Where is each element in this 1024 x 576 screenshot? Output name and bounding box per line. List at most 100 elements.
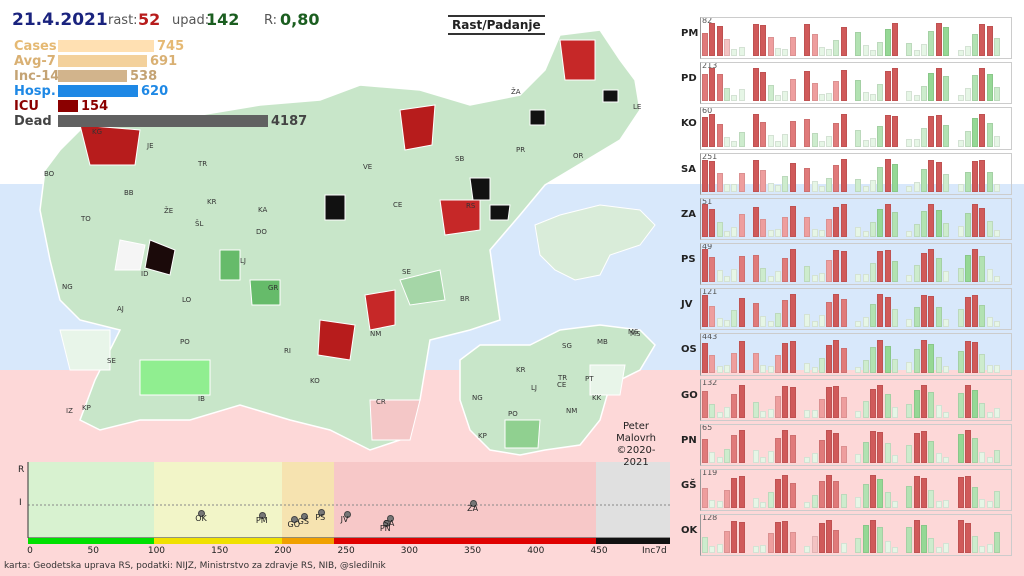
region-chart-frame bbox=[700, 197, 1012, 240]
region-bar bbox=[804, 314, 811, 328]
stat-label-dead: Dead bbox=[14, 114, 52, 129]
region-bar bbox=[921, 44, 927, 57]
region-bar bbox=[979, 113, 986, 147]
map-label: ŽE bbox=[164, 207, 174, 215]
region-bar bbox=[964, 430, 971, 463]
region-bar bbox=[818, 481, 825, 509]
region-bar bbox=[702, 74, 708, 102]
bottom-x-tick: 250 bbox=[337, 546, 355, 556]
region-bar bbox=[833, 433, 840, 463]
region-bar bbox=[906, 486, 913, 509]
region-bar bbox=[884, 29, 891, 57]
region-bar bbox=[877, 479, 884, 509]
region-bar bbox=[811, 83, 818, 102]
region-bar bbox=[782, 133, 789, 147]
region-bar bbox=[869, 263, 876, 283]
region-bar bbox=[723, 364, 730, 373]
region-label-8: GO bbox=[681, 389, 698, 401]
region-bar bbox=[760, 72, 767, 102]
region-bar bbox=[840, 543, 847, 554]
region-bar bbox=[928, 490, 935, 509]
region-bar bbox=[782, 475, 789, 509]
map-label: SE bbox=[107, 357, 116, 365]
date-label: 21.4.2021 bbox=[12, 10, 108, 30]
region-bar bbox=[979, 159, 986, 192]
region-bar bbox=[877, 432, 884, 463]
rast-padanje-toggle[interactable]: Rast/Padanje bbox=[448, 15, 545, 35]
region-bar bbox=[760, 457, 767, 463]
region-bar bbox=[738, 476, 745, 509]
region-bar bbox=[767, 134, 774, 147]
region-bar bbox=[994, 321, 1000, 328]
region-bar bbox=[789, 435, 796, 463]
region-bar bbox=[855, 274, 862, 283]
region-bar bbox=[869, 475, 876, 509]
region-bar bbox=[709, 500, 716, 509]
region-bar bbox=[826, 135, 833, 147]
region-bar bbox=[869, 388, 876, 418]
region-bar bbox=[716, 270, 723, 283]
region-bar bbox=[935, 404, 942, 418]
region-bar bbox=[826, 219, 833, 237]
region-bar bbox=[833, 81, 840, 102]
region-bar bbox=[942, 365, 949, 373]
bottom-point bbox=[470, 500, 478, 507]
region-bar bbox=[811, 180, 818, 192]
region-bar bbox=[702, 342, 708, 373]
region-chart-frame bbox=[700, 288, 1012, 331]
region-bar bbox=[818, 273, 825, 283]
region-bar bbox=[826, 260, 833, 283]
region-bar bbox=[994, 230, 1000, 237]
region-bar bbox=[731, 140, 738, 147]
region-bar bbox=[731, 310, 738, 328]
region-bar bbox=[891, 501, 898, 509]
region-bar bbox=[775, 354, 781, 373]
region-bar bbox=[811, 34, 818, 57]
region-bar bbox=[789, 162, 796, 192]
region-bar bbox=[964, 384, 971, 418]
region-bar bbox=[935, 307, 942, 328]
map-label: NM bbox=[370, 330, 382, 338]
region-bar bbox=[862, 274, 869, 283]
region-bar bbox=[789, 294, 796, 328]
region-bar bbox=[928, 73, 935, 102]
map-label: BR bbox=[460, 295, 470, 303]
inset-map-label: SG bbox=[562, 342, 572, 350]
map-label: KP bbox=[82, 404, 91, 412]
bottom-point-label: GŠ bbox=[297, 517, 309, 526]
region-bar bbox=[753, 255, 760, 283]
region-bar bbox=[716, 457, 723, 463]
region-label-5: PS bbox=[681, 254, 696, 265]
map-label: AJ bbox=[117, 305, 124, 313]
region-bar bbox=[723, 88, 730, 102]
bottom-x-tick: 300 bbox=[400, 546, 418, 556]
region-bar bbox=[957, 183, 964, 192]
region-label-9: PN bbox=[681, 434, 697, 446]
region-bar bbox=[921, 253, 927, 283]
map-label: LJ bbox=[240, 257, 246, 265]
region-max-7: 443 bbox=[702, 332, 718, 342]
region-bar bbox=[731, 95, 738, 102]
region-bar bbox=[840, 347, 847, 373]
region-bar bbox=[833, 294, 840, 328]
region-bar bbox=[855, 410, 862, 418]
region-bar bbox=[935, 161, 942, 192]
region-bar bbox=[972, 389, 979, 418]
region-bar bbox=[723, 531, 730, 554]
incidence-color-band bbox=[282, 538, 334, 544]
region-bar bbox=[782, 91, 789, 102]
region-bar bbox=[891, 212, 898, 237]
region-bar bbox=[869, 346, 876, 373]
region-bar bbox=[884, 71, 891, 102]
region-bar bbox=[760, 25, 767, 57]
region-bar bbox=[775, 395, 781, 418]
region-chart-frame bbox=[700, 243, 1012, 286]
region-label-11: OK bbox=[681, 525, 698, 537]
region-bar bbox=[723, 276, 730, 283]
region-bar bbox=[804, 167, 811, 192]
map-label: DO bbox=[256, 228, 267, 236]
region-bar bbox=[767, 451, 774, 463]
region-bar bbox=[942, 124, 949, 147]
region-bar bbox=[818, 315, 825, 328]
bottom-x-tick: 50 bbox=[87, 546, 99, 556]
